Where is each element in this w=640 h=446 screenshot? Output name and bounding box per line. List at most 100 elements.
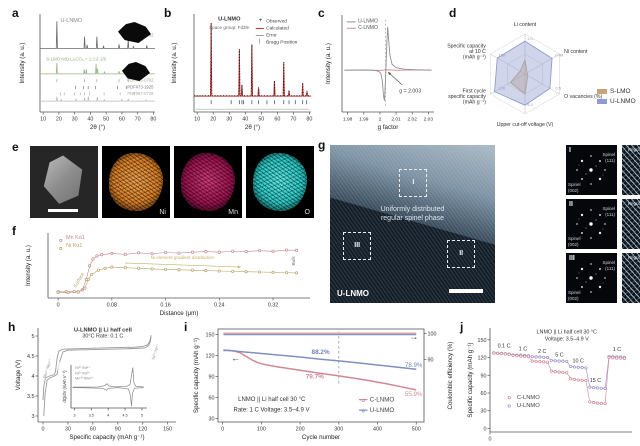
panel-a-label: a: [12, 6, 19, 20]
chart-element: [237, 265, 241, 269]
chart-element: 400: [373, 427, 382, 433]
chart-element: [549, 369, 553, 373]
chart-element: 50: [103, 117, 109, 123]
rate-capability-chart: 00 30 60 90 120 150 Specific capacity (mAh g⁻¹…: [467, 328, 632, 443]
chart-annotation: LNMO || Li half cell 30 °C: [238, 397, 306, 403]
diffraction-spot: [580, 267, 584, 271]
chart-element: 150: [206, 333, 215, 339]
chart-element: 120: [499, 85, 506, 90]
chart-element: [507, 352, 511, 356]
chart-annotation: 2 C: [538, 349, 546, 355]
diffraction-spot: [580, 159, 584, 163]
chart-element: [592, 400, 596, 405]
chart-element: [569, 364, 573, 368]
chart-element: Ni content: [564, 49, 588, 55]
chart-element: [534, 355, 538, 359]
diffraction-spot: [599, 160, 601, 162]
chart-element: [592, 386, 596, 390]
radar-legend: S-LMO U-LNMO: [597, 88, 636, 108]
chart-element: 3.5: [27, 394, 35, 400]
fft-pattern-1: I Spinel (111) Spinel (002): [566, 145, 617, 195]
s-lmo-swatch: [597, 89, 607, 94]
chart-element: 0.08: [107, 303, 118, 309]
chart-element: [494, 40, 553, 106]
chart-element: (mAh g⁻¹): [463, 54, 486, 60]
chart-element: [231, 249, 235, 253]
diffraction-spot: [590, 291, 592, 293]
eds-map-mn: Mn: [174, 146, 242, 218]
chart-element: 20: [56, 117, 62, 123]
chart-element: [194, 22, 311, 97]
chart-element: 150: [478, 338, 487, 344]
chart-element: [490, 53, 526, 75]
chart-element: [123, 266, 127, 270]
chart-element: [344, 26, 432, 101]
chart-element: 0.5: [555, 85, 561, 90]
chart-element: 40: [242, 117, 248, 123]
chart-element: 3: [73, 414, 75, 418]
chart-annotation: PDF#73-1925: [127, 84, 154, 89]
chart-annotation: U-LNMO || Li half cell: [74, 328, 132, 334]
chart-element: [584, 366, 588, 370]
chart-element: [204, 250, 208, 254]
diffraction-spot: [585, 173, 587, 175]
eds-label-ni: Ni: [159, 209, 166, 216]
chart-element: [534, 359, 538, 363]
chart-element: 200: [296, 427, 305, 433]
chart-element: [86, 277, 90, 281]
lattice-image-2: Regular spinel phase: [622, 199, 640, 249]
chart-element: 60: [119, 117, 125, 123]
chart-element: [284, 271, 289, 275]
diffraction-spot: [595, 219, 597, 221]
chart-element: [580, 378, 584, 382]
chart-element: [177, 251, 181, 255]
chart-element: [150, 252, 154, 256]
chart-element: [137, 251, 141, 255]
chart-element: [576, 378, 580, 382]
tem-image: I II III Uniformly distributed regular sp…: [330, 145, 495, 303]
chart-element: Intensity (a. u.): [325, 43, 332, 84]
chart-element: [522, 354, 527, 358]
chart-element: [546, 355, 550, 360]
chart-element: [83, 286, 87, 290]
chart-element: 30: [72, 117, 78, 123]
diffraction-spot: [604, 223, 606, 225]
chart-element: [519, 354, 523, 358]
chart-element: 4: [32, 374, 35, 380]
diffraction-spot: [590, 155, 592, 157]
chart-annotation: 88.2%: [312, 349, 330, 356]
diffraction-spot: [598, 285, 602, 289]
diffraction-spot: [599, 268, 601, 270]
chart-element: [96, 268, 100, 272]
chart-annotation: Rate: 1 C Voltage: 3.5–4.9 V: [233, 408, 309, 414]
chart-element: [542, 355, 546, 359]
chart-element: [538, 360, 542, 364]
xrd-comparison-chart: 10 20 30 40 50 60 70 80 2θ (°) Intensity (a. u.) U…: [19, 14, 156, 131]
chart-element: 30: [226, 117, 232, 123]
diffraction-spot: [576, 169, 578, 171]
chart-element: 10: [194, 117, 200, 123]
chart-element: [553, 370, 557, 374]
chart-element: [511, 353, 515, 358]
chart-annotation: 55.9%: [405, 391, 423, 398]
chart-annotation: Mn³⁺/Mn⁴⁺: [42, 358, 53, 379]
chart-element: Distance (μm): [160, 310, 199, 317]
chart-element: [557, 370, 561, 374]
chart-element: 30: [209, 417, 215, 423]
chart-element: [580, 366, 584, 370]
chart-element: [561, 359, 565, 363]
chart-element: [561, 370, 565, 374]
chart-annotation: Surface: [73, 271, 87, 289]
chart-element: [524, 73, 560, 95]
chart-element: [190, 268, 194, 272]
panel-h-label: h: [8, 320, 16, 334]
chart-annotation: Space group: Fd3̄m: [209, 25, 250, 30]
chart-element: 90: [428, 358, 434, 364]
chart-element: 500: [412, 427, 421, 433]
chart-element: g factor: [378, 124, 399, 131]
chart-element: [507, 396, 511, 400]
voltage-capacity-chart: 0 30 60 90 120 150 3 3.5 4 4.5 5 Specific capacity …: [15, 328, 176, 441]
chart-element: [204, 269, 208, 273]
chart-element: [553, 359, 557, 363]
chart-element: [557, 359, 561, 363]
